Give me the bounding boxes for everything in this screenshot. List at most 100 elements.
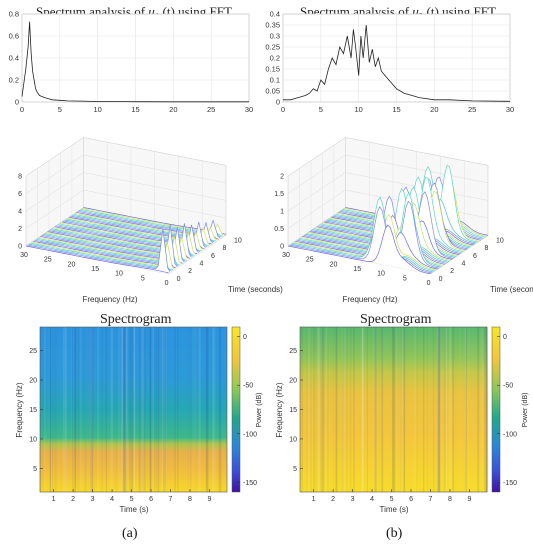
spectrogram-streak [341, 327, 343, 492]
spectrogram-streak [174, 327, 176, 492]
colorbar-tick-label: -50 [503, 383, 513, 390]
spectrogram-streak [374, 327, 376, 492]
spectrogram-streak [156, 327, 158, 492]
spectrogram-x-tick-label: 5 [130, 496, 134, 503]
frequency-tick-label: 15 [353, 266, 361, 273]
fft-series-line-a [21, 21, 249, 103]
spectrogram-streak [485, 327, 487, 492]
spectrogram-streak [333, 327, 335, 492]
spectrogram-streak [49, 327, 51, 492]
spectrogram-x-tick-label: 6 [149, 496, 153, 503]
spectrogram-streak [162, 327, 164, 492]
spectrogram-streak [310, 327, 312, 492]
x-tick-label: 20 [169, 105, 177, 114]
spectrogram-image-b [300, 327, 487, 492]
colorbar-tick-label: -150 [243, 480, 257, 487]
spectrogram-streak [344, 327, 346, 492]
colorbar-tick-label: 0 [243, 334, 247, 341]
frequency-tick-label: 20 [68, 261, 76, 268]
colorbar-a [231, 326, 241, 493]
spectrogram-streak [438, 327, 439, 492]
spectrogram-streak [393, 327, 396, 492]
spectrogram-y-tick-label: 5 [33, 466, 37, 473]
spectrogram-streak [144, 327, 146, 492]
spectrogram-streak [422, 327, 424, 492]
spectrogram-streak [142, 327, 144, 492]
spectrogram-streak [309, 327, 311, 492]
spectrogram-streak [187, 327, 189, 492]
spectrogram-streak [219, 327, 222, 492]
spectrogram-streak [313, 327, 316, 492]
spectrogram-y-tick-label: 25 [29, 348, 37, 355]
colorbar-label-b: Power (dB) [522, 392, 529, 427]
waterfall-trace [290, 228, 434, 273]
spectrogram-y-tick-label: 5 [293, 466, 297, 473]
spectrogram-streak [318, 327, 320, 492]
spectrogram-streak [129, 327, 131, 492]
y-tick-label: 0 [15, 98, 19, 107]
spectrogram-streak [316, 327, 318, 492]
x-tick-label: 10 [93, 105, 101, 114]
y-tick-label: 0.6 [9, 32, 19, 41]
waterfall-xlabel-b: Frequency (Hz) [342, 295, 397, 304]
spectrogram-streak [163, 327, 166, 492]
spectrogram-streak [437, 327, 440, 492]
spectrogram-streak [205, 327, 209, 492]
spectrogram-xlabel-a: Time (s) [119, 505, 148, 514]
spectrogram-streak [74, 327, 77, 492]
waterfall-trace [27, 229, 171, 272]
spectrogram-streak [213, 327, 216, 492]
waterfall-xlabel-a: Frequency (Hz) [82, 295, 137, 304]
spectrogram-streak [101, 327, 103, 492]
spectrogram-streak [44, 327, 46, 492]
spectrogram-streak [157, 327, 160, 492]
spectrogram-streak [162, 327, 164, 492]
spectrogram-streak [140, 327, 143, 492]
spectrogram-streak [71, 327, 73, 492]
waterfall-trace [25, 245, 169, 274]
waterfall-trace [33, 240, 176, 269]
spectrogram-streak [452, 327, 455, 492]
spectrogram-streak [165, 327, 167, 492]
frequency-tick-label: 25 [44, 257, 52, 264]
spectrogram-streak [391, 327, 394, 492]
spectrogram-streak [97, 327, 100, 492]
spectrogram-ylabel-b: Frequency (Hz) [275, 382, 284, 437]
y-tick-label: 0 [276, 98, 280, 107]
time-tick-label: 2 [188, 268, 192, 275]
spectrogram-streak [154, 327, 156, 492]
spectrogram-streak [63, 327, 66, 492]
spectrogram-streak [380, 327, 383, 492]
spectrogram-streak [414, 327, 416, 492]
spectrogram-streak [361, 327, 364, 492]
y-tick-label: 0.2 [9, 76, 19, 85]
spectrogram-streak [198, 327, 201, 492]
spectrogram-streak [122, 327, 125, 492]
colorbar-tick-label: -150 [503, 480, 517, 487]
z-tick-label: 6 [18, 191, 22, 198]
spectrogram-streak [91, 327, 93, 492]
frequency-tick-label: 0 [427, 280, 431, 287]
spectrogram-title-b: Spectrogram [360, 312, 432, 327]
spectrogram-streak [195, 327, 197, 492]
spectrogram-streak [436, 327, 438, 492]
spectrogram-streak [320, 327, 323, 492]
spectrogram-streak [133, 327, 136, 492]
spectrogram-streak [52, 327, 54, 492]
waterfall-trace [289, 205, 433, 274]
spectrogram-streak [132, 327, 134, 492]
waterfall-ylabel-b: Time (seconds) [490, 285, 533, 294]
time-tick-label: 6 [473, 253, 477, 260]
spectrogram-streak [376, 327, 378, 492]
z-tick-label: 1.5 [274, 191, 284, 198]
spectrogram-title-a: Spectrogram [100, 312, 172, 327]
trace-fill [31, 241, 175, 270]
frequency-tick-label: 5 [141, 275, 145, 282]
spectrogram-streak [327, 327, 329, 492]
spectrogram-streak [432, 327, 435, 492]
spectrogram-streak [465, 327, 467, 492]
spectrogram-x-tick-label: 3 [351, 496, 355, 503]
colorbar-tick-label: -50 [243, 383, 253, 390]
spectrogram-y-tick-label: 20 [289, 378, 297, 385]
